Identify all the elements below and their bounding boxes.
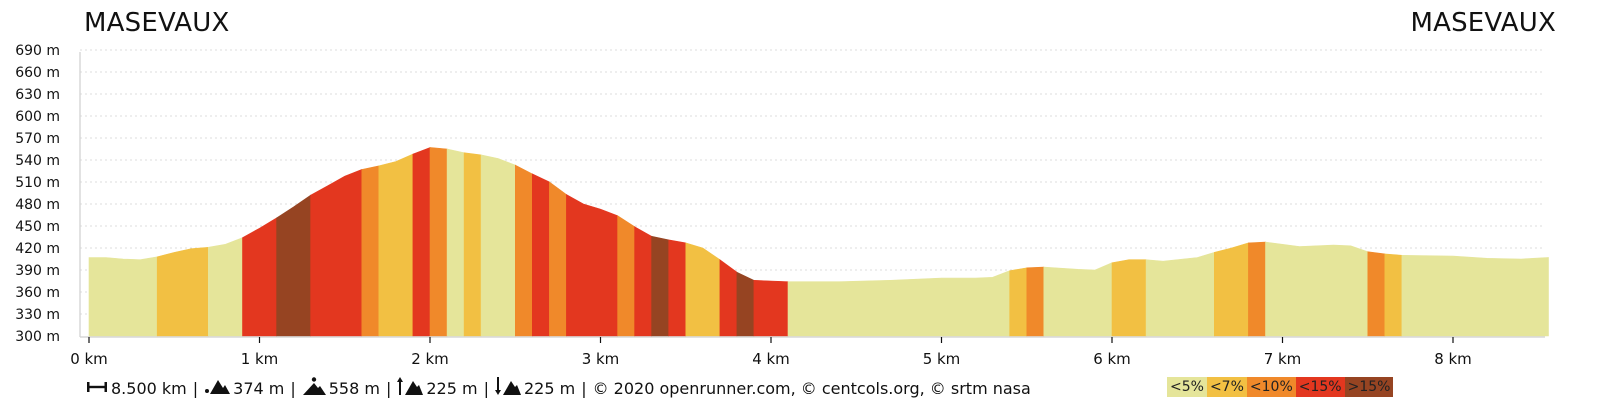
y-tick-label: 390 m: [15, 263, 60, 279]
elevation-segment: [1111, 259, 1147, 337]
stat-separator: |: [385, 378, 392, 398]
elevation-segment: [1043, 262, 1113, 337]
elevation-segment: [1248, 241, 1266, 337]
y-tick-label: 540 m: [15, 153, 60, 169]
x-tick-label: 1 km: [241, 350, 279, 368]
x-tick-label: 7 km: [1264, 350, 1302, 368]
elevation-segment: [429, 147, 448, 337]
elevation-segment: [532, 173, 550, 337]
gradient-legend: <5% <7% <10% <15% >15%: [1167, 377, 1394, 397]
elevation-segment: [617, 215, 635, 337]
y-tick-label: 420 m: [15, 241, 60, 257]
legend-item-lt15: <15%: [1295, 377, 1345, 397]
x-tick-label: 0 km: [70, 350, 108, 368]
elevation-segment: [668, 239, 687, 337]
elevation-segment: [156, 246, 209, 337]
y-axis-tick-labels: 300 m 330 m 360 m 390 m 420 m 450 m 480 m 510 m…: [15, 43, 60, 345]
max-altitude-icon: [302, 377, 326, 399]
elevation-segment: [787, 270, 1010, 337]
y-tick-label: 630 m: [15, 87, 60, 103]
elevation-segment: [276, 194, 311, 337]
elevation-segment: [549, 181, 567, 337]
x-tick-label: 8 km: [1434, 350, 1472, 368]
y-tick-label: 330 m: [15, 307, 60, 323]
route-start-label: MASEVAUX: [84, 8, 230, 38]
y-tick-label: 450 m: [15, 219, 60, 235]
elevation-segment: [88, 256, 158, 337]
stat-distance: 8.500 km: [111, 378, 187, 398]
elevation-segment: [736, 271, 755, 337]
stat-max-altitude: 558 m: [328, 378, 380, 398]
y-tick-label: 360 m: [15, 285, 60, 301]
y-tick-label: 480 m: [15, 197, 60, 213]
elevation-segment: [1214, 242, 1249, 337]
chart-axes: [79, 52, 1545, 338]
elevation-segment: [515, 164, 533, 337]
y-tick-label: 660 m: [15, 65, 60, 81]
elevation-segment: [480, 154, 516, 337]
stat-ascent: 225 m: [426, 378, 478, 398]
stat-separator: |: [483, 378, 489, 398]
elevation-area-segments: [88, 147, 1549, 337]
elevation-segment: [719, 259, 738, 337]
distance-icon: [86, 379, 108, 398]
elevation-segment: [651, 235, 669, 337]
elevation-segment: [566, 193, 618, 337]
elevation-segment: [753, 279, 789, 337]
elevation-segment: [1265, 241, 1369, 337]
elevation-segment: [634, 226, 652, 337]
stat-min-altitude: 374 m: [233, 378, 285, 398]
elevation-segment: [685, 242, 721, 337]
legend-item-gt15: >15%: [1344, 377, 1394, 397]
x-tick-label: 4 km: [752, 350, 790, 368]
elevation-segment: [378, 153, 414, 337]
elevation-segment: [310, 169, 363, 337]
x-tick-label: 3 km: [582, 350, 620, 368]
y-tick-label: 600 m: [15, 109, 60, 125]
stat-separator: |: [581, 378, 587, 398]
elevation-segment: [412, 147, 431, 337]
elevation-segment: [463, 152, 482, 337]
elevation-segment: [446, 148, 465, 337]
ascent-icon: [397, 377, 424, 399]
stat-descent: 225 m: [523, 378, 576, 398]
elevation-segment: [361, 165, 380, 337]
route-stats-bar: 8.500 km | 374 m | 558 m | 225 m | 225 m…: [86, 377, 1031, 399]
elevation-segment: [1026, 266, 1045, 337]
legend-item-lt5: <5%: [1167, 377, 1207, 397]
y-tick-label: 570 m: [15, 131, 60, 147]
elevation-segment: [208, 237, 243, 337]
credits-text: © 2020 openrunner.com, © centcols.org, ©…: [592, 378, 1031, 398]
elevation-segment: [242, 217, 277, 337]
y-tick-label: 300 m: [15, 329, 60, 345]
route-end-label: MASEVAUX: [1410, 8, 1556, 38]
elevation-segment: [1367, 251, 1386, 337]
elevation-segment: [1401, 254, 1549, 337]
x-tick-label: 6 km: [1093, 350, 1131, 368]
elevation-segment: [1009, 267, 1028, 337]
elevation-segment: [1145, 251, 1215, 337]
x-tick-label: 2 km: [411, 350, 449, 368]
stat-separator: |: [192, 378, 199, 398]
min-altitude-icon: [204, 378, 231, 398]
y-tick-label: 690 m: [15, 43, 60, 59]
x-axis-tick-labels: 0 km 1 km 2 km 3 km 4 km 5 km 6 km 7 km 8 km: [70, 337, 1472, 368]
descent-icon: [494, 377, 521, 399]
stat-separator: |: [290, 378, 296, 398]
legend-item-lt7: <7%: [1206, 377, 1247, 397]
y-tick-label: 510 m: [15, 175, 60, 191]
legend-item-lt10: <10%: [1246, 377, 1296, 397]
elevation-segment: [1384, 253, 1403, 337]
x-tick-label: 5 km: [923, 350, 961, 368]
